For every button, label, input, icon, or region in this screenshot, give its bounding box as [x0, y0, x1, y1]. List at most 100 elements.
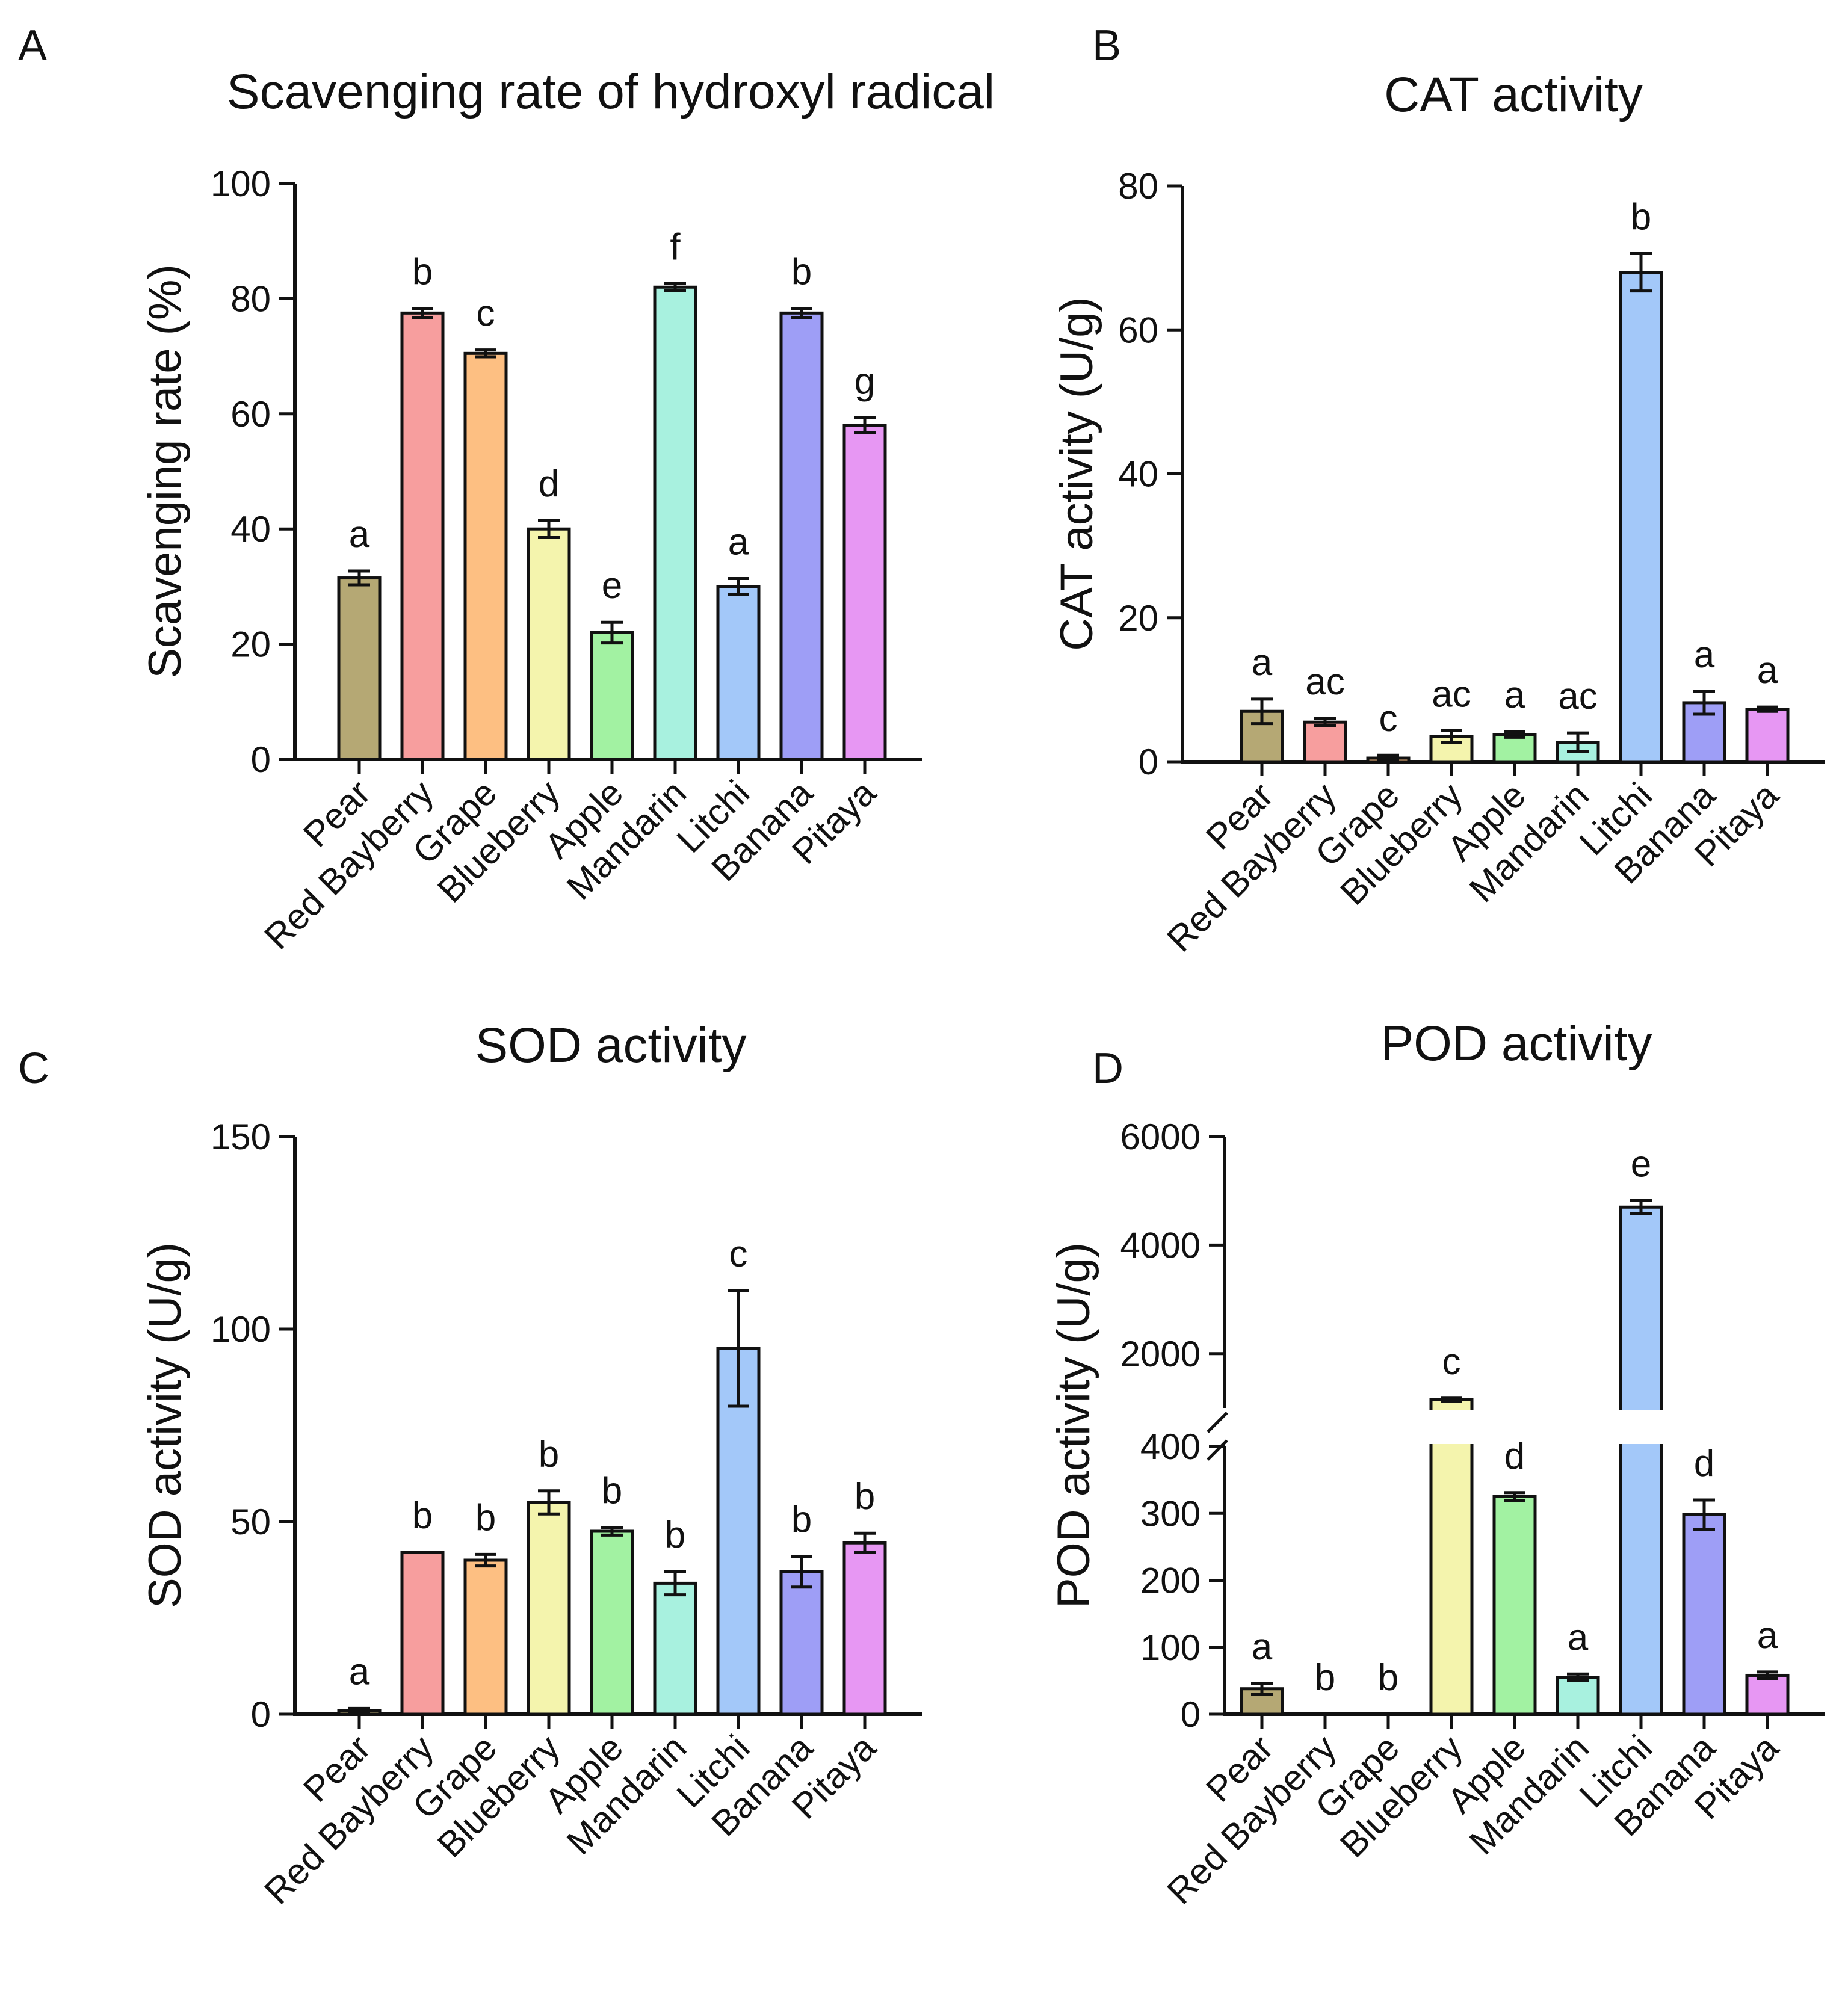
- y-tick-label: 20: [1118, 598, 1158, 638]
- y-tick-label: 0: [1139, 742, 1158, 782]
- bar-break-gap: [1618, 1410, 1664, 1444]
- y-tick-label: 6000: [1120, 1117, 1201, 1157]
- chart-title: CAT activity: [1384, 67, 1643, 122]
- panel-d: D POD activity POD activity (U/g) 2000 400 0 6…: [1048, 1016, 1825, 1912]
- bar-mandarin: [653, 1581, 697, 1716]
- y-axis-label: SOD activity (U/g): [140, 1242, 191, 1608]
- bar-pitaya: [842, 424, 887, 761]
- significance-label: c: [729, 1233, 748, 1275]
- significance-label: a: [1568, 1617, 1589, 1658]
- significance-label: a: [1252, 1626, 1273, 1668]
- bar-apple: [1492, 733, 1537, 764]
- significance-label: b: [665, 1514, 685, 1556]
- bar-red-bayberry: [400, 311, 445, 761]
- bar-blueberry: [1429, 1398, 1474, 1716]
- significance-label: d: [539, 463, 559, 505]
- y-tick-label: 200: [1140, 1561, 1201, 1601]
- significance-label: a: [1252, 642, 1273, 684]
- bar-grape: [463, 1558, 508, 1716]
- significance-label: b: [475, 1497, 496, 1538]
- y-tick-label: 80: [230, 279, 271, 319]
- significance-label: c: [477, 293, 495, 335]
- bar-banana: [779, 311, 824, 761]
- significance-label: a: [1757, 650, 1778, 691]
- bar-apple: [590, 631, 634, 761]
- bar-mandarin: [1556, 1676, 1600, 1716]
- bar-mandarin: [653, 285, 697, 761]
- y-tick-label: 20: [230, 625, 271, 665]
- significance-label: c: [1442, 1341, 1461, 1383]
- panel-letter: C: [18, 1045, 49, 1093]
- y-tick-label: 2000: [1120, 1334, 1201, 1374]
- y-tick-label: 150: [211, 1117, 271, 1157]
- significance-label: ac: [1558, 676, 1597, 717]
- bar-banana: [779, 1570, 824, 1716]
- axis-break-mark: [1207, 1412, 1228, 1433]
- y-axis-label: CAT activity (U/g): [1051, 297, 1102, 650]
- significance-label: b: [1631, 196, 1651, 238]
- significance-label: a: [728, 522, 749, 563]
- panel-letter: B: [1092, 22, 1121, 70]
- bar-break-gap: [1429, 1410, 1474, 1444]
- significance-label: b: [791, 1499, 812, 1541]
- significance-label: ac: [1432, 674, 1471, 715]
- y-tick-label: 80: [1118, 166, 1158, 206]
- panel-letter: D: [1092, 1045, 1123, 1093]
- significance-label: a: [349, 1651, 370, 1693]
- chart-title: Scavenging rate of hydroxyl radical: [227, 64, 995, 119]
- bar-apple: [590, 1529, 634, 1716]
- significance-label: f: [670, 227, 681, 268]
- significance-label: b: [412, 252, 433, 293]
- bar-grape: [463, 351, 508, 761]
- significance-label: a: [349, 514, 370, 555]
- panel-c: C SOD activity SOD activity (U/g) 0 50 100 150…: [18, 1018, 922, 1912]
- significance-label: b: [539, 1434, 559, 1475]
- significance-label: b: [1315, 1657, 1335, 1699]
- y-tick-label: 100: [211, 1309, 271, 1350]
- significance-label: d: [1694, 1443, 1714, 1484]
- significance-label: c: [1379, 698, 1398, 739]
- significance-label: e: [602, 565, 622, 606]
- y-tick-label: 60: [230, 394, 271, 434]
- y-tick-label: 0: [1181, 1694, 1201, 1735]
- panel-a: A Scavenging rate of hydroxyl radical Scav…: [18, 22, 995, 957]
- significance-label: ac: [1305, 661, 1344, 703]
- significance-label: a: [1694, 634, 1715, 676]
- bar-litchi: [1619, 1205, 1663, 1716]
- bar-litchi: [716, 585, 761, 761]
- y-tick-label: 0: [251, 739, 271, 780]
- bar-blueberry: [527, 1501, 571, 1716]
- y-tick-label: 300: [1140, 1493, 1201, 1534]
- significance-label: g: [854, 360, 875, 402]
- y-axis-label: Scavenging rate (%): [140, 264, 191, 679]
- y-axis-label: POD activity (U/g): [1048, 1242, 1099, 1608]
- bar-pitaya: [1745, 1673, 1790, 1716]
- bar-pear: [337, 576, 382, 761]
- bar-apple: [1492, 1495, 1537, 1716]
- bar-red-bayberry: [1303, 720, 1347, 764]
- significance-label: b: [791, 252, 812, 293]
- bar-pitaya: [842, 1541, 887, 1716]
- chart-title: POD activity: [1380, 1016, 1652, 1071]
- y-tick-label: 40: [230, 509, 271, 549]
- significance-label: b: [1378, 1657, 1398, 1699]
- y-tick-label: 100: [1140, 1628, 1201, 1668]
- significance-label: d: [1504, 1436, 1525, 1477]
- bar-red-bayberry: [400, 1551, 445, 1716]
- bar-litchi: [1619, 271, 1663, 764]
- y-tick-label: 100: [211, 164, 271, 204]
- significance-label: e: [1631, 1143, 1651, 1185]
- y-tick-label: 40: [1118, 454, 1158, 495]
- bar-blueberry: [527, 527, 571, 761]
- significance-label: b: [412, 1495, 433, 1537]
- y-tick-label: 60: [1118, 310, 1158, 350]
- y-tick-label: 400: [1140, 1427, 1201, 1467]
- y-tick-label: 0: [251, 1694, 271, 1735]
- axis-break-mark: [1207, 1439, 1228, 1461]
- significance-label: a: [1757, 1615, 1778, 1656]
- panel-b: B CAT activity CAT activity (U/g) 0 20 40 60 80…: [1051, 22, 1825, 960]
- y-tick-label: 50: [230, 1502, 271, 1542]
- significance-label: b: [602, 1470, 622, 1512]
- bar-banana: [1682, 1513, 1726, 1716]
